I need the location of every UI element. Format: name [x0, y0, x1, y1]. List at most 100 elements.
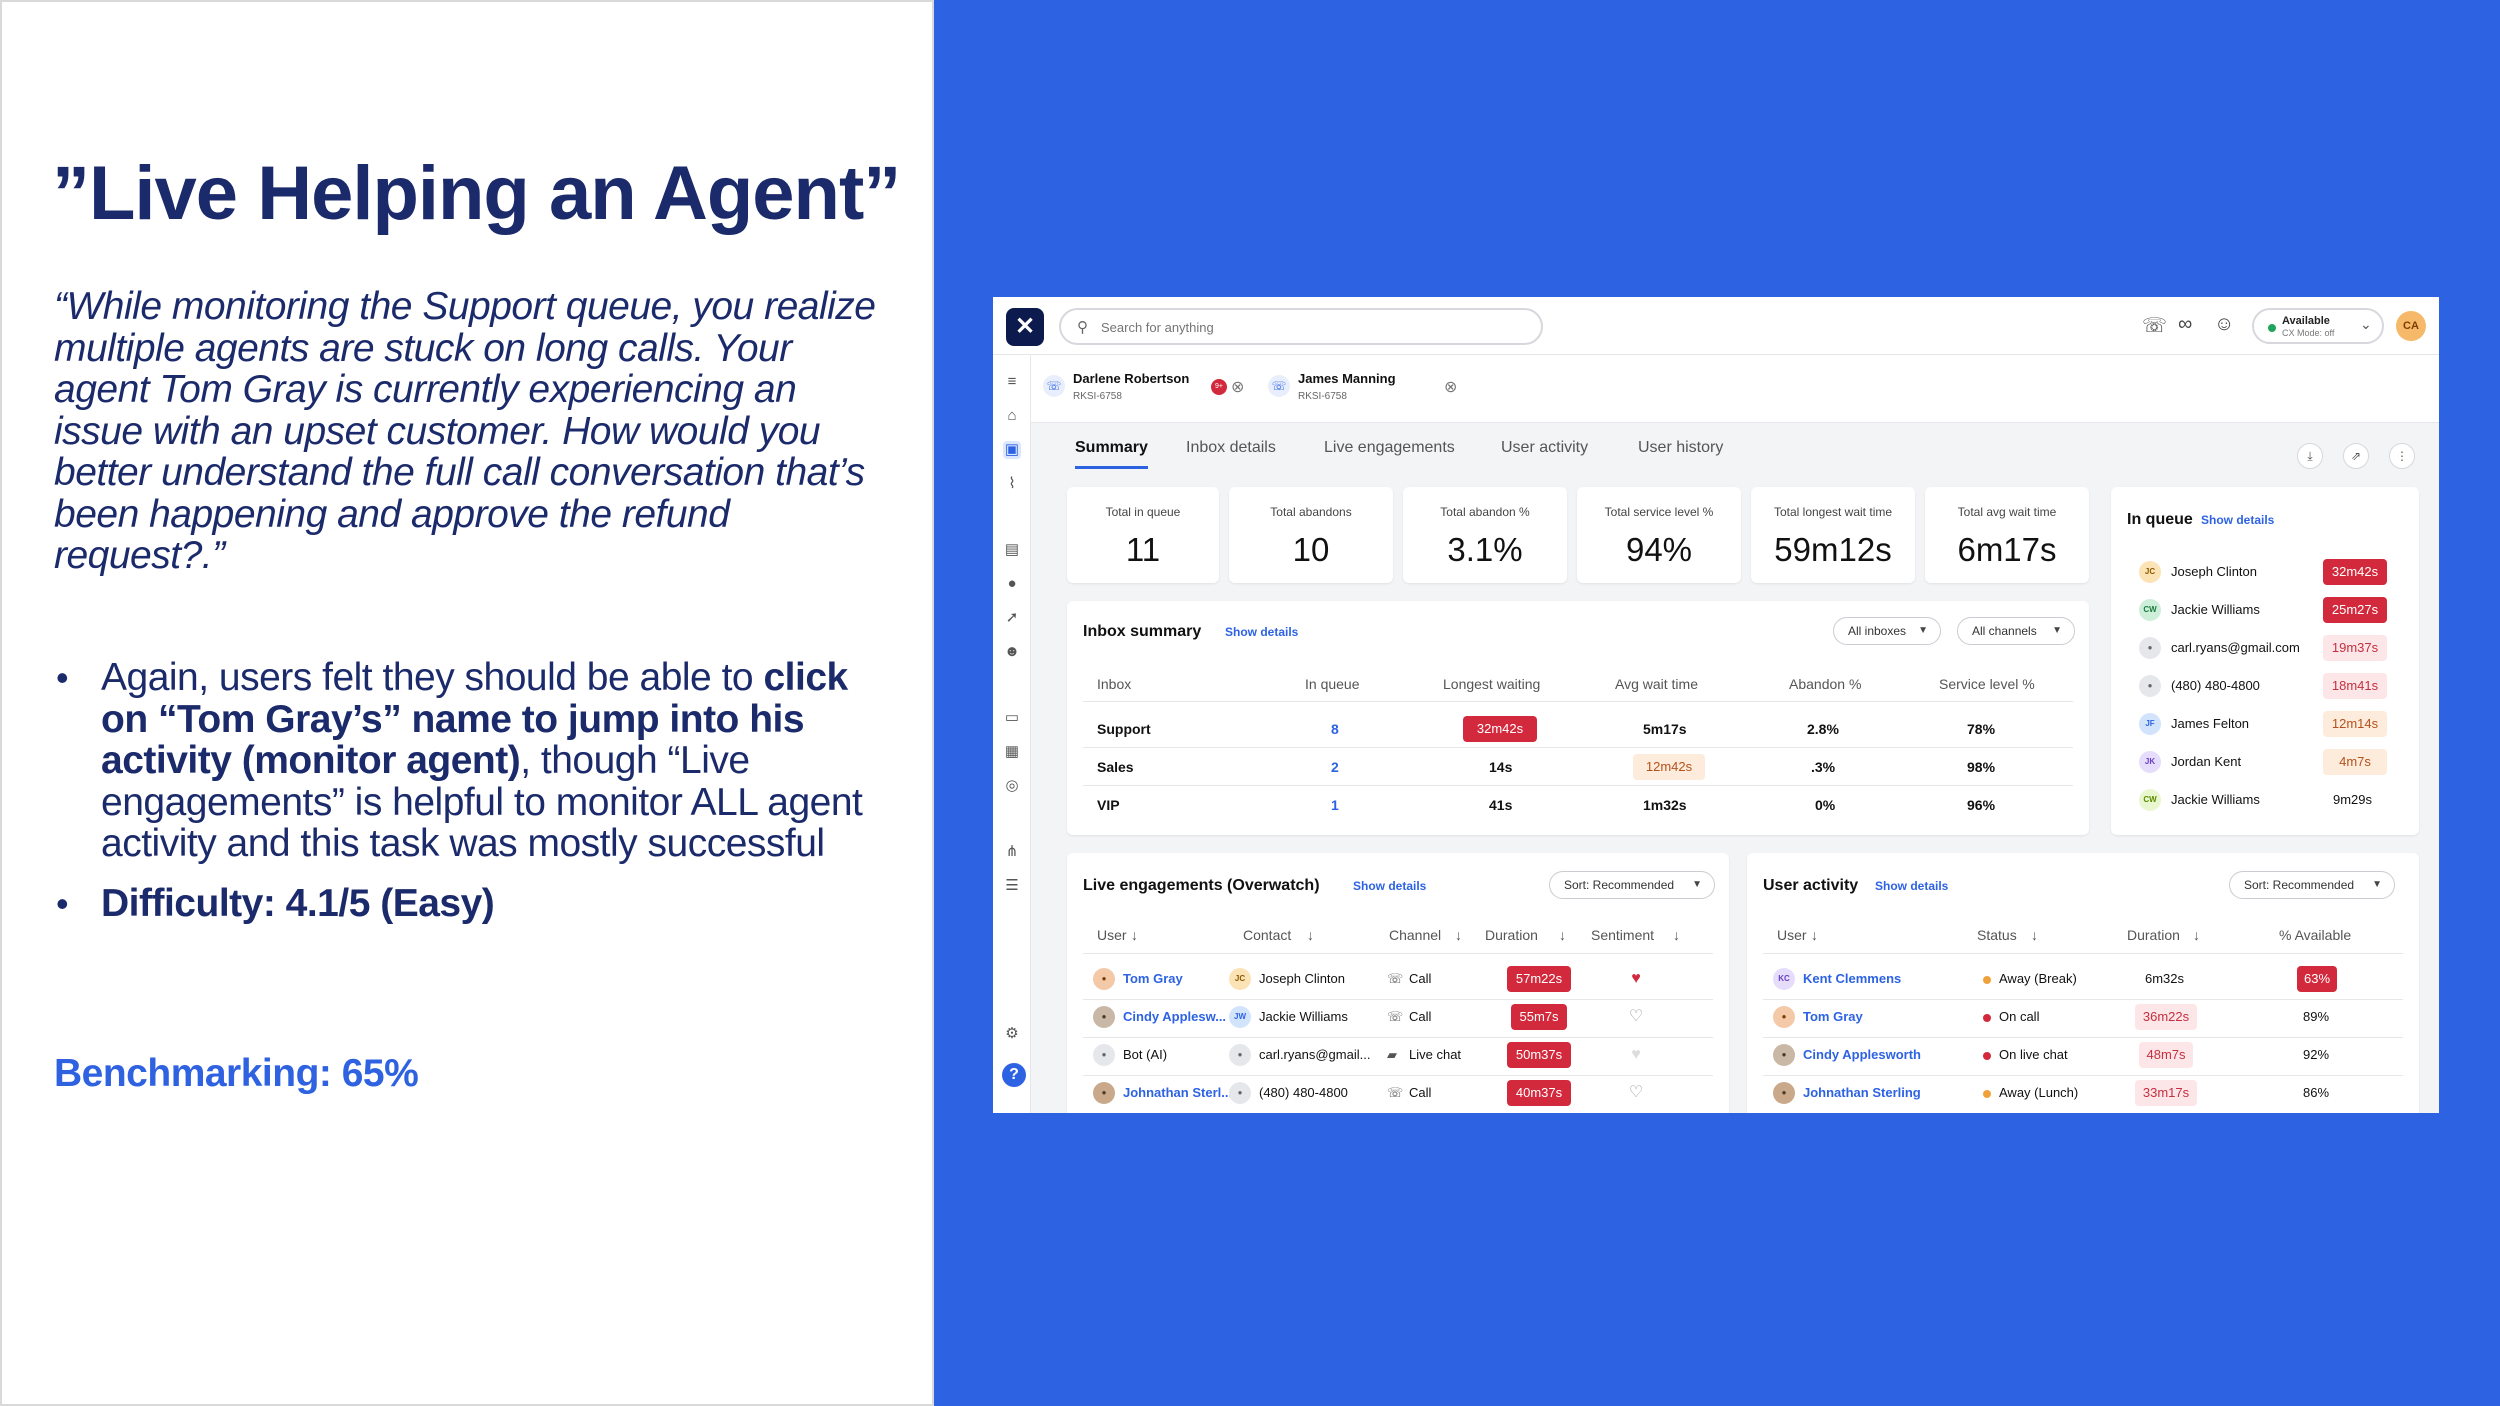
phone-icon: ☏: [1043, 375, 1065, 397]
status-sub: CX Mode: off: [2282, 328, 2335, 338]
duration: 48m7s: [2139, 1042, 2193, 1068]
service-level: 96%: [1967, 797, 1996, 813]
dashboard-icon[interactable]: ▣: [1003, 441, 1021, 459]
tab-user-activity[interactable]: User activity: [1501, 439, 1589, 456]
user-name-link[interactable]: Johnathan Sterl...: [1123, 1085, 1233, 1100]
sort-dropdown[interactable]: Sort: Recommended ▼: [2229, 871, 2395, 899]
difficulty-text: Difficulty: 4.1/5 (Easy): [101, 881, 495, 925]
database-icon[interactable]: ☰: [1005, 877, 1019, 894]
divider: [1083, 953, 1713, 954]
sort-label: Sort: Recommended: [2244, 878, 2355, 892]
longest-wait: 32m42s: [1463, 716, 1537, 742]
inbox-name[interactable]: Support: [1097, 721, 1151, 737]
queue-count[interactable]: 1: [1331, 797, 1339, 813]
column-header[interactable]: Sentiment: [1591, 927, 1655, 943]
channel-filter-label: All channels: [1972, 624, 2037, 638]
stat-card: Total longest wait time 59m12s: [1751, 487, 1915, 583]
external-link-icon[interactable]: ⇗: [2343, 443, 2369, 469]
column-header[interactable]: Channel: [1389, 927, 1442, 943]
inbox-summary-card: Inbox summary Show details All inboxes ▼ …: [1067, 601, 2089, 835]
contact-avatar: JC: [2139, 561, 2161, 583]
download-icon[interactable]: ⤓: [2297, 443, 2323, 469]
contact-avatar: JF: [2139, 713, 2161, 735]
contact-name: Joseph Clinton: [1259, 971, 1345, 986]
user-name-link[interactable]: Tom Gray: [1123, 971, 1183, 986]
contact-avatar: JK: [2139, 751, 2161, 773]
user-avatar[interactable]: CA: [2396, 311, 2426, 341]
show-details-link[interactable]: Show details: [1875, 879, 1949, 893]
inbox-name[interactable]: Sales: [1097, 759, 1134, 775]
status-selector[interactable]: Available CX Mode: off ⌄: [2252, 308, 2384, 344]
column-header[interactable]: User: [1777, 927, 1807, 943]
settings-icon[interactable]: ⚙: [1005, 1025, 1019, 1042]
tab-user-history[interactable]: User history: [1638, 439, 1724, 456]
stat-value: 94%: [1625, 531, 1693, 568]
stat-card: Total abandon % 3.1%: [1403, 487, 1567, 583]
contacts-icon[interactable]: ◎: [1005, 777, 1019, 794]
sort-arrow-icon: ↓: [1811, 927, 1818, 943]
column-header[interactable]: User: [1097, 927, 1127, 943]
user-name-link[interactable]: Cindy Applesworth: [1803, 1047, 1921, 1062]
call-card[interactable]: ☏ James Manning RKSI-6758 ⊗: [1268, 369, 1468, 411]
scenario-quote: “While monitoring the Support queue, you…: [54, 285, 876, 577]
show-details-link[interactable]: Show details: [2201, 513, 2275, 527]
abandon-rate: 0%: [1815, 797, 1836, 813]
contact-name: Jackie Williams: [1259, 1009, 1348, 1024]
inbox-name[interactable]: VIP: [1097, 797, 1120, 813]
finding-text-end: , though “Live engagements” is helpful t…: [101, 739, 863, 865]
column-header[interactable]: Status: [1977, 927, 2017, 943]
app-logo-icon[interactable]: ✕: [1006, 308, 1044, 346]
more-icon[interactable]: ⋮: [2389, 443, 2415, 469]
close-icon[interactable]: ⊗: [1231, 379, 1245, 396]
tab-live-engagements[interactable]: Live engagements: [1324, 439, 1455, 456]
tab-summary[interactable]: Summary: [1075, 439, 1148, 469]
globe-icon[interactable]: ●: [1007, 575, 1017, 592]
column-header[interactable]: Contact: [1243, 927, 1292, 943]
close-icon[interactable]: ⊗: [1444, 379, 1458, 396]
stat-card: Total avg wait time 6m17s: [1925, 487, 2089, 583]
queue-count[interactable]: 2: [1331, 759, 1339, 775]
slide-title: ”Live Helping an Agent”: [52, 151, 901, 236]
user-name-link[interactable]: Cindy Applesw...: [1123, 1009, 1227, 1024]
user-name-link[interactable]: Kent Clemmens: [1803, 971, 1902, 986]
wait-time: 4m7s: [2323, 749, 2387, 775]
show-details-link[interactable]: Show details: [1353, 879, 1427, 893]
search-input[interactable]: [1101, 316, 1521, 338]
channel-filter[interactable]: All channels ▼: [1957, 617, 2075, 645]
column-header[interactable]: Duration: [2127, 927, 2180, 943]
channel: Call: [1409, 1009, 1432, 1024]
duration: 57m22s: [1507, 966, 1571, 992]
call-card[interactable]: ☏ Darlene Robertson RKSI-6758 9+ ⊗: [1043, 369, 1245, 411]
search-box[interactable]: ⚲: [1059, 308, 1543, 345]
call-id: RKSI-6758: [1073, 391, 1122, 402]
duration: 33m17s: [2135, 1080, 2197, 1106]
rocket-icon[interactable]: ➚: [1005, 609, 1019, 626]
divider: [1083, 999, 1713, 1000]
column-header: Service level %: [1939, 676, 2035, 692]
inbox-filter[interactable]: All inboxes ▼: [1833, 617, 1941, 645]
phone-icon[interactable]: ☏: [2142, 315, 2168, 337]
column-header[interactable]: Duration: [1485, 927, 1538, 943]
user-name-link[interactable]: Johnathan Sterling: [1803, 1085, 1921, 1100]
workflow-icon[interactable]: ⋔: [1005, 843, 1019, 860]
help-icon[interactable]: ?: [1002, 1063, 1026, 1087]
column-header[interactable]: % Available: [2279, 927, 2352, 943]
inbox-icon[interactable]: ▤: [1004, 541, 1020, 558]
divider: [1083, 1075, 1713, 1076]
user-name-link[interactable]: Tom Gray: [1803, 1009, 1863, 1024]
tab-inbox-details[interactable]: Inbox details: [1186, 439, 1276, 456]
menu-icon[interactable]: ≡: [1007, 373, 1017, 390]
calendar-icon[interactable]: ▦: [1004, 743, 1020, 760]
emoji-icon[interactable]: ☻: [1004, 643, 1020, 660]
queue-count[interactable]: 8: [1331, 721, 1339, 737]
status-text: On call: [1999, 1009, 2040, 1024]
chat-icon[interactable]: ☺: [2214, 313, 2235, 335]
analytics-icon[interactable]: ⌇: [1008, 475, 1016, 492]
stat-card: Total service level % 94%: [1577, 487, 1741, 583]
show-details-link[interactable]: Show details: [1225, 625, 1299, 639]
findings-list: • Again, users felt they should be able …: [54, 657, 894, 942]
voicemail-icon[interactable]: ∞: [2178, 313, 2193, 335]
home-icon[interactable]: ⌂: [1007, 407, 1017, 424]
tray-icon[interactable]: ▭: [1004, 709, 1020, 726]
sort-dropdown[interactable]: Sort: Recommended ▼: [1549, 871, 1715, 899]
